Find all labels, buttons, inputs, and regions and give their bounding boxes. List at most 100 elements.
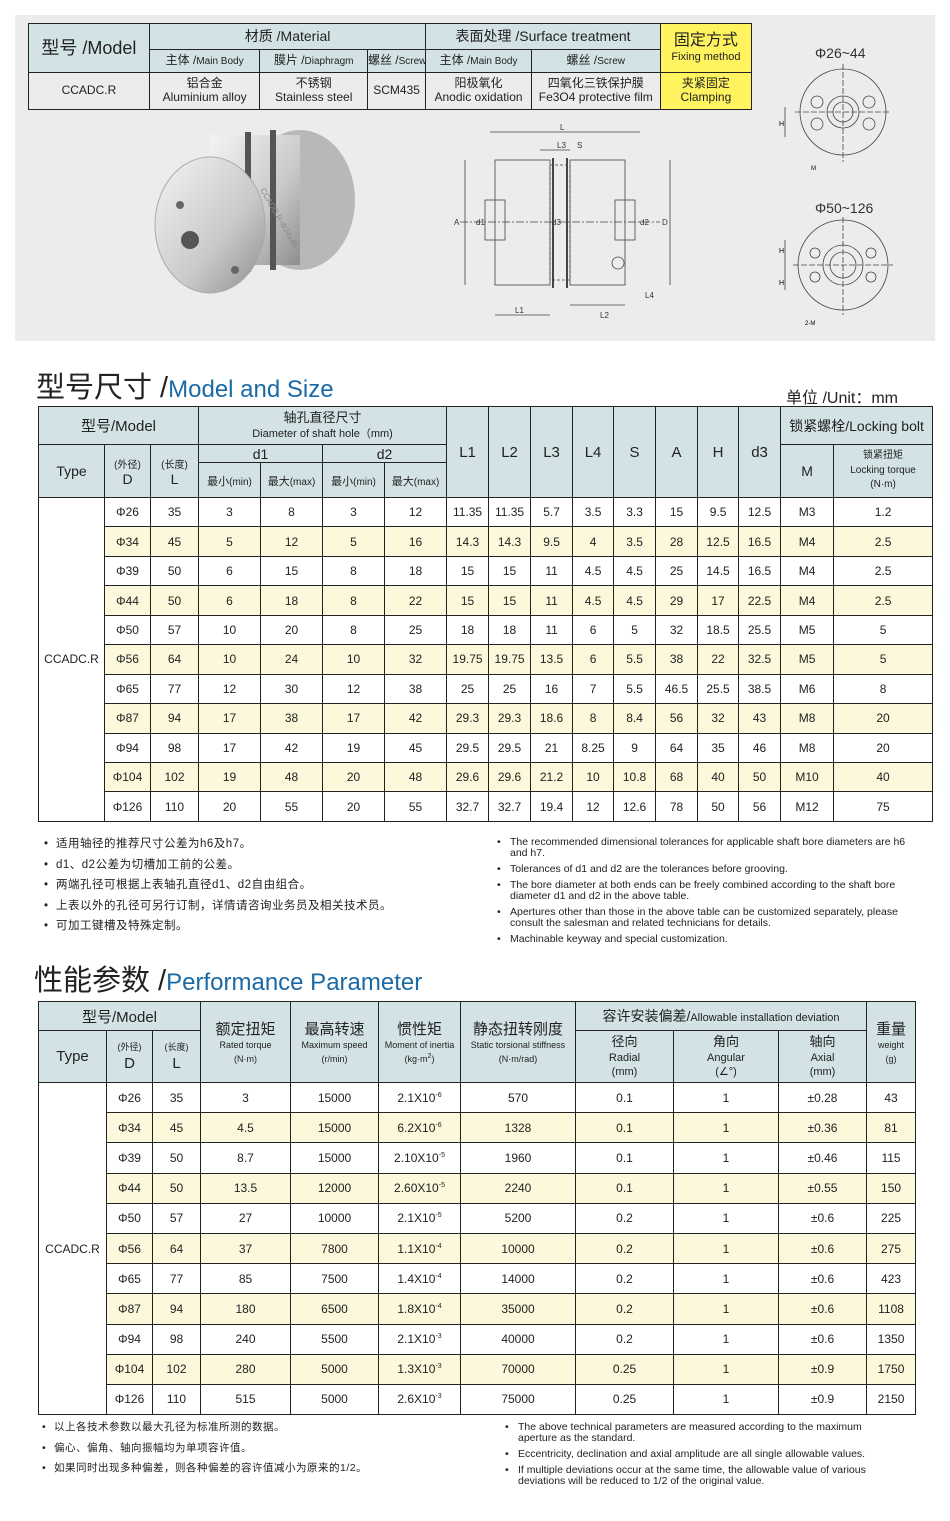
- cell: 8: [322, 555, 385, 587]
- table-row: Φ39 50 8.7 15000 2.10X10-5 1960 0.1 1 ±0.46 115: [39, 1142, 917, 1174]
- cell: 20: [833, 703, 934, 734]
- cell: M5: [780, 644, 835, 675]
- cell: 10: [322, 644, 385, 675]
- axial-cell: ±0.9: [777, 1353, 868, 1385]
- cell: 10: [572, 761, 615, 793]
- cell: 6: [572, 644, 615, 675]
- material-value: 铝合金 Aluminium alloy: [148, 72, 261, 110]
- cell: 7: [572, 673, 615, 705]
- cell: 12: [322, 673, 385, 705]
- cell: 15: [446, 585, 490, 616]
- cell: M8: [780, 703, 835, 734]
- cell: 12.5: [697, 526, 740, 557]
- D-cell: Φ44: [106, 1172, 153, 1204]
- cell: 25: [383, 614, 448, 646]
- shaft-hole-header: 轴孔直径尺寸 Diameter of shaft hole（mm): [197, 406, 448, 445]
- subheader-en: Screw: [597, 56, 626, 68]
- cell: 29: [655, 585, 699, 616]
- svg-text:M: M: [811, 166, 816, 172]
- cell: M4: [780, 526, 835, 557]
- subheader-en: Diaphragm: [304, 56, 354, 68]
- stiff-cell: 1960: [460, 1142, 576, 1174]
- cell: 3.5: [613, 526, 657, 557]
- cell: 17: [198, 703, 261, 734]
- cell: 5.5: [613, 644, 657, 675]
- note-item: d1、d2公差为切槽加工前的公差。: [42, 855, 392, 876]
- cell: 6: [572, 614, 615, 646]
- cell: 3: [322, 496, 385, 528]
- large-range-label: Φ50~126: [815, 200, 874, 216]
- L-cell: 57: [152, 1202, 201, 1234]
- cell: 14.3: [488, 526, 532, 557]
- D-cell: Φ34: [106, 1112, 153, 1144]
- size-notes-en: The recommended dimensional tolerances f…: [494, 837, 914, 950]
- cell: 25.5: [738, 614, 782, 646]
- value-en: Clamping: [680, 90, 732, 104]
- D-cell: Φ104: [106, 1353, 153, 1385]
- axial-cell: ±0.46: [777, 1142, 868, 1174]
- cell: 94: [150, 703, 199, 734]
- D-cell: Φ26: [106, 1081, 153, 1114]
- D-cell: Φ126: [106, 1383, 153, 1416]
- inertia-cell: 2.1X10-6: [378, 1081, 461, 1114]
- cell: 30: [260, 673, 323, 705]
- subheader-cn: 主体 /: [165, 53, 197, 68]
- axial-cell: ±0.6: [777, 1293, 868, 1325]
- cell: 9.5: [530, 526, 574, 557]
- cell: 18.5: [697, 614, 740, 646]
- L-cell: 98: [152, 1323, 201, 1355]
- cell: 46.5: [655, 673, 699, 705]
- inertia-cell: 2.1X10-3: [378, 1323, 461, 1355]
- cell: 55: [383, 791, 448, 822]
- a-header: A: [655, 406, 699, 498]
- cell: 40: [697, 761, 740, 793]
- cell: 43: [738, 703, 782, 734]
- l1-header: L1: [446, 406, 490, 498]
- note-item: 偏心、偏角、轴向振幅均为单项容许值。: [40, 1438, 367, 1459]
- svg-text:L4: L4: [645, 291, 654, 300]
- cell: 16.5: [738, 526, 782, 557]
- l4-header: L4: [572, 406, 615, 498]
- value-en: SCM435: [373, 83, 420, 98]
- cell: 24: [260, 644, 323, 675]
- surface-header: 表面处理 /Surface treatment: [425, 23, 661, 50]
- table-row: CCADC.R Φ26 35 3 8 3 12 11.35 11.35 5.7 3.5 3.3 15 9.…: [38, 496, 934, 822]
- axial-cell: ±0.36: [777, 1112, 868, 1144]
- locking-torque-header: 锁紧扭矩 Locking torque (N·m): [833, 444, 934, 498]
- radial-cell: 0.1: [575, 1112, 674, 1144]
- cell: 19.4: [530, 791, 574, 822]
- subheader-cn: 螺丝 /: [367, 53, 399, 68]
- cell: 9: [613, 732, 657, 763]
- cell: 32: [697, 703, 740, 734]
- cell: 75: [833, 791, 934, 822]
- torque-cell: 13.5: [200, 1172, 291, 1204]
- note-item: Machinable keyway and special customizat…: [494, 934, 914, 946]
- cell: 11: [530, 614, 574, 646]
- cell: 2.5: [833, 555, 934, 587]
- table-row: Φ50 57 27 10000 2.1X10-5 5200 0.2 1 ±0.6 225: [39, 1202, 917, 1234]
- angular-cell: 1: [673, 1081, 779, 1114]
- weight-cell: 81: [866, 1112, 917, 1144]
- value-cn: 不锈钢: [295, 76, 332, 91]
- note-item: 上表以外的孔径可另行订制，详情请咨询业务员及相关技术员。: [42, 896, 392, 917]
- radial-cell: 0.2: [575, 1323, 674, 1355]
- note-item: The recommended dimensional tolerances f…: [494, 837, 914, 859]
- speed-cell: 5000: [290, 1383, 379, 1416]
- cell: 3: [198, 496, 261, 528]
- table-row: Φ126 110 20 55 20 55 32.7 32.7 19.4 12 12.6 78 50 56 M…: [39, 791, 934, 822]
- cell: 22.5: [738, 585, 782, 616]
- L-cell: 110: [152, 1383, 201, 1416]
- cell: 6: [198, 585, 261, 616]
- cell: 16: [383, 526, 448, 557]
- material-subheader: 螺丝 /Screw: [530, 49, 661, 73]
- D-cell: Φ94: [106, 1323, 153, 1355]
- table-row: Φ94 98 17 42 19 45 29.5 29.5 21 8.25 9 64 35 46 M8 20: [39, 732, 934, 763]
- cell: 21.2: [530, 761, 574, 793]
- L-cell: 94: [152, 1293, 201, 1325]
- cell: 11: [530, 585, 574, 616]
- cell: 15: [260, 555, 323, 587]
- svg-text:d1: d1: [476, 218, 485, 227]
- angular-cell: 1: [673, 1142, 779, 1174]
- weight-cell: 225: [866, 1202, 917, 1234]
- radial-header: 径向 Radial (mm): [575, 1030, 674, 1083]
